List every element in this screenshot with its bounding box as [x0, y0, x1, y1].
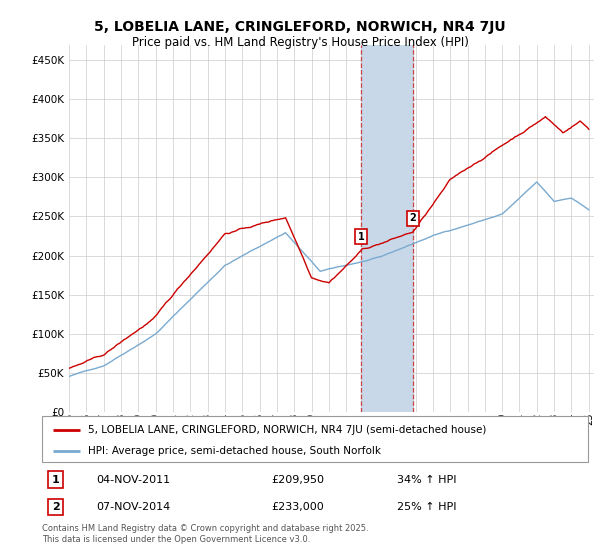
Text: Contains HM Land Registry data © Crown copyright and database right 2025.
This d: Contains HM Land Registry data © Crown c…: [42, 524, 368, 544]
Text: HPI: Average price, semi-detached house, South Norfolk: HPI: Average price, semi-detached house,…: [88, 446, 382, 455]
Text: 25% ↑ HPI: 25% ↑ HPI: [397, 502, 457, 512]
Text: 1: 1: [358, 232, 364, 242]
Text: Price paid vs. HM Land Registry's House Price Index (HPI): Price paid vs. HM Land Registry's House …: [131, 36, 469, 49]
Text: 04-NOV-2011: 04-NOV-2011: [97, 475, 171, 485]
Text: 5, LOBELIA LANE, CRINGLEFORD, NORWICH, NR4 7JU: 5, LOBELIA LANE, CRINGLEFORD, NORWICH, N…: [94, 20, 506, 34]
Text: 2: 2: [52, 502, 59, 512]
Text: 5, LOBELIA LANE, CRINGLEFORD, NORWICH, NR4 7JU (semi-detached house): 5, LOBELIA LANE, CRINGLEFORD, NORWICH, N…: [88, 425, 487, 435]
FancyBboxPatch shape: [42, 416, 588, 462]
Text: £209,950: £209,950: [271, 475, 325, 485]
Text: 07-NOV-2014: 07-NOV-2014: [97, 502, 171, 512]
Bar: [361, 45, 413, 412]
Text: 1: 1: [52, 475, 59, 485]
Text: 34% ↑ HPI: 34% ↑ HPI: [397, 475, 457, 485]
Text: 2: 2: [410, 213, 416, 223]
Text: £233,000: £233,000: [271, 502, 324, 512]
